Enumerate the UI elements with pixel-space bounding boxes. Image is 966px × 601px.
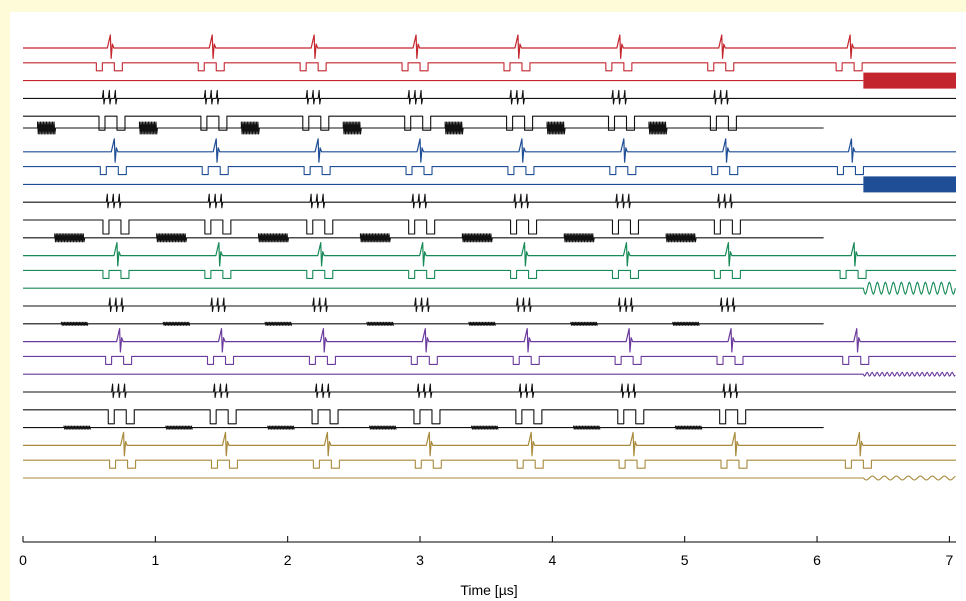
group-5-gate-trace xyxy=(23,459,956,469)
group-4-burst-trace xyxy=(23,383,956,399)
x-tick-label: 0 xyxy=(19,552,27,568)
group-2-cw-trace-block xyxy=(863,176,956,193)
group-1-burst-trace xyxy=(23,89,956,105)
group-3-gate-trace xyxy=(23,269,956,279)
x-axis-title: Time [µs] xyxy=(460,582,517,598)
group-4-short-block-trace xyxy=(23,425,824,430)
group-1-gate-trace xyxy=(23,62,956,72)
group-1-black-gate-trace xyxy=(23,115,956,131)
group-3-short-block-trace xyxy=(23,321,824,326)
x-tick-label: 4 xyxy=(548,552,556,568)
group-3-sine-trace xyxy=(23,281,956,295)
group-1-ringdown-trace xyxy=(23,121,824,135)
group-2-spike-trace xyxy=(23,138,956,163)
group-2-gate-trace xyxy=(23,166,956,176)
group-4-sine-trace xyxy=(23,371,956,377)
group-4-gate-trace xyxy=(23,355,956,365)
figure-panel: 0 1 2 3 4 5 6 7 Time [µs] xyxy=(10,12,966,601)
group-3-spike-trace xyxy=(23,242,956,267)
x-tick-label: 7 xyxy=(945,552,953,568)
trace-area xyxy=(23,34,956,481)
group-5-sine-trace xyxy=(23,475,956,481)
x-tick-label: 2 xyxy=(284,552,292,568)
group-1-cw-trace-block xyxy=(863,72,956,89)
x-tick-label: 3 xyxy=(416,552,424,568)
group-2-burst-trace xyxy=(23,193,956,209)
group-2-long-block-trace xyxy=(23,233,824,243)
x-tick-label: 5 xyxy=(681,552,689,568)
group-4-black-gate-trace xyxy=(23,409,956,425)
group-3-burst-trace xyxy=(23,297,956,313)
group-4-spike-trace xyxy=(23,328,956,353)
x-tick-label: 6 xyxy=(813,552,821,568)
x-tick-label: 1 xyxy=(151,552,159,568)
group-1-spike-trace xyxy=(23,34,956,59)
group-5-spike-trace xyxy=(23,431,956,457)
x-axis: 0 1 2 3 4 5 6 7 xyxy=(19,536,956,568)
group-2-black-gate-trace xyxy=(23,219,956,235)
timing-diagram-chart: 0 1 2 3 4 5 6 7 Time [µs] xyxy=(19,34,956,598)
